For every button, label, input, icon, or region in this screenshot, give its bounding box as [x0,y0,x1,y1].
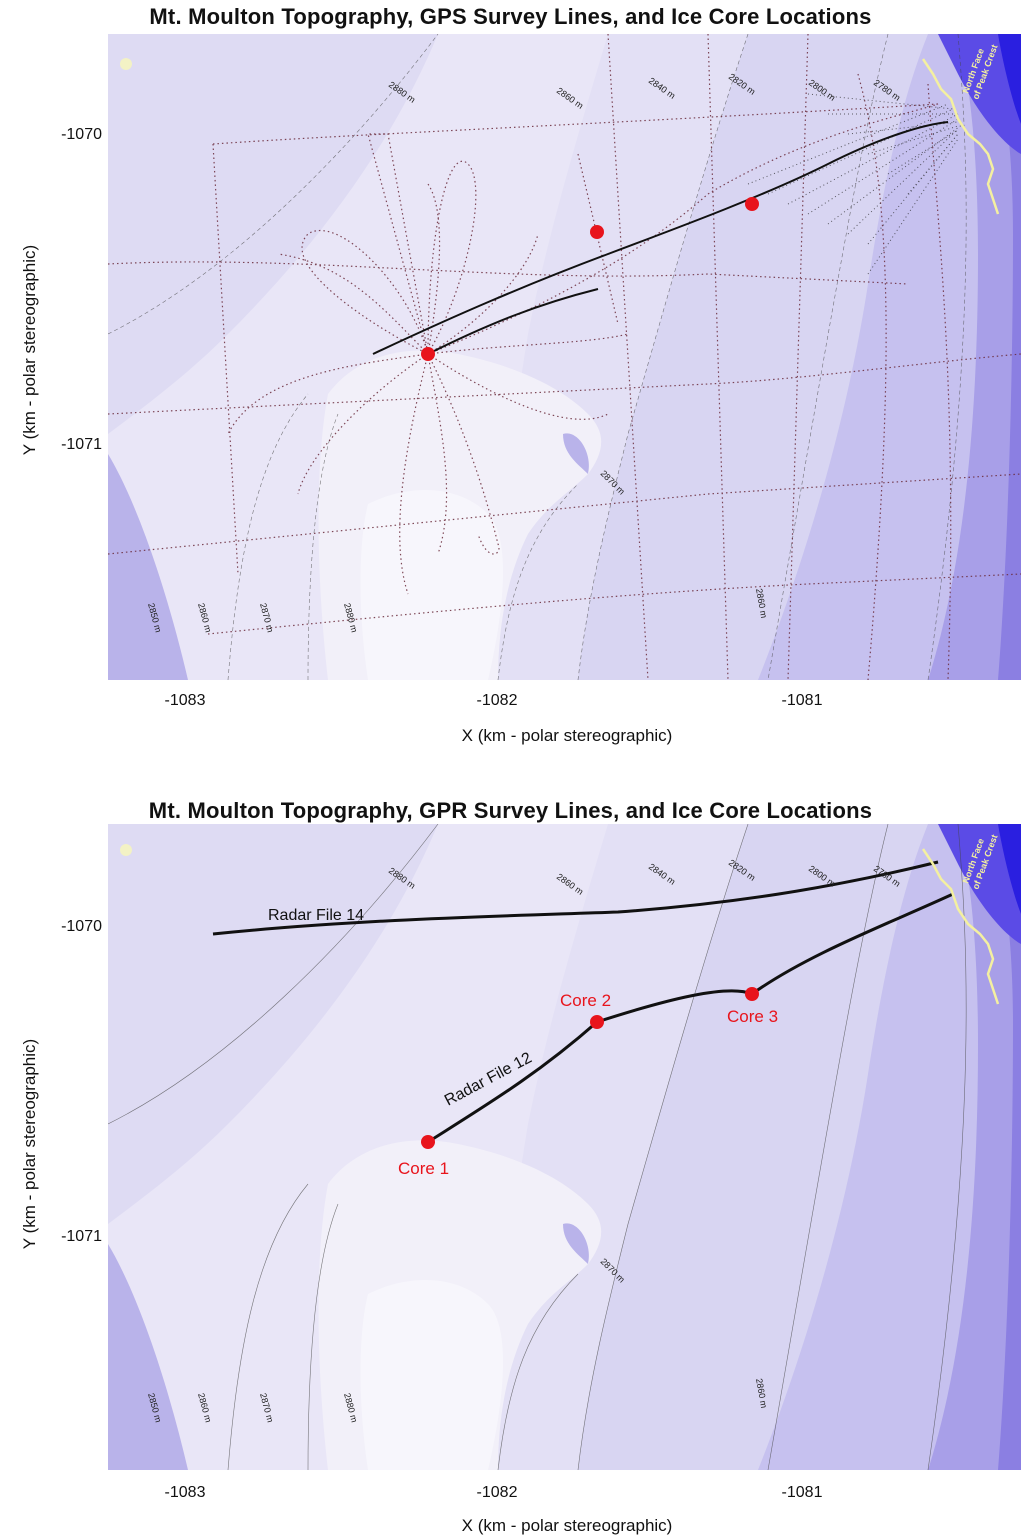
gps-core-1-marker [421,347,435,361]
gpr-y-tick-1071: -1071 [61,1228,102,1245]
gps-survey-lines [108,34,1021,680]
gps-x-tick-1081: -1081 [781,692,823,709]
gpr-x-axis-label: X (km - polar stereographic) [461,1516,673,1535]
gpr-core-markers [421,987,759,1149]
radar-file-12-line [427,892,954,1144]
gps-core-3-marker [745,197,759,211]
gpr-map-canvas: North Face of Peak Crest 2880 m 2860 m 2… [108,824,1021,1470]
gpr-y-axis-label: Y (km - polar stereographic) [20,1038,39,1250]
gpr-map: North Face of Peak Crest 2880 m 2860 m 2… [108,824,1021,1470]
gpr-x-tick-1083: -1083 [164,1484,206,1501]
gps-map-canvas: North Face of Peak Crest 2880 m 2860 m 2… [108,34,1021,680]
gpr-x-tick-1082: -1082 [476,1484,518,1501]
gps-core-markers [421,197,759,361]
gpr-x-tick-1081: -1081 [781,1484,823,1501]
gpr-map-marker [120,844,132,856]
gps-y-axis-label: Y (km - polar stereographic) [20,244,39,456]
gps-map-marker [120,58,132,70]
gps-map: North Face of Peak Crest 2880 m 2860 m 2… [108,34,1021,680]
gps-traverse-line [372,121,949,355]
gps-y-tick-1070: -1070 [61,126,102,143]
gps-topography-bands [108,34,1021,680]
gpr-radar-lines [212,860,954,1144]
core-3-label: Core 3 [727,1007,778,1026]
gps-survey-panel: Mt. Moulton Topography, GPS Survey Lines… [0,0,1021,760]
core-2-marker [590,1015,604,1029]
gps-x-tick-1083: -1083 [164,692,206,709]
gpr-survey-panel: Mt. Moulton Topography, GPR Survey Lines… [0,794,1021,1538]
radar-file-14-label: Radar File 14 [268,907,364,924]
gpr-contour-lines [108,824,967,1470]
core-1-marker [421,1135,435,1149]
gpr-panel-title: Mt. Moulton Topography, GPR Survey Lines… [148,798,873,823]
gps-y-tick-1071: -1071 [61,436,102,453]
gps-core-2-marker [590,225,604,239]
gps-contour-lines [108,34,967,680]
gps-x-tick-1082: -1082 [476,692,518,709]
core-1-label: Core 1 [398,1159,449,1178]
radar-file-14-line [212,860,939,936]
gpr-topography-bands [108,824,1021,1470]
core-3-marker [745,987,759,1001]
gps-x-axis-label: X (km - polar stereographic) [461,726,673,745]
gps-panel-title: Mt. Moulton Topography, GPS Survey Lines… [149,4,872,29]
core-2-label: Core 2 [560,991,611,1010]
gpr-y-tick-1070: -1070 [61,918,102,935]
